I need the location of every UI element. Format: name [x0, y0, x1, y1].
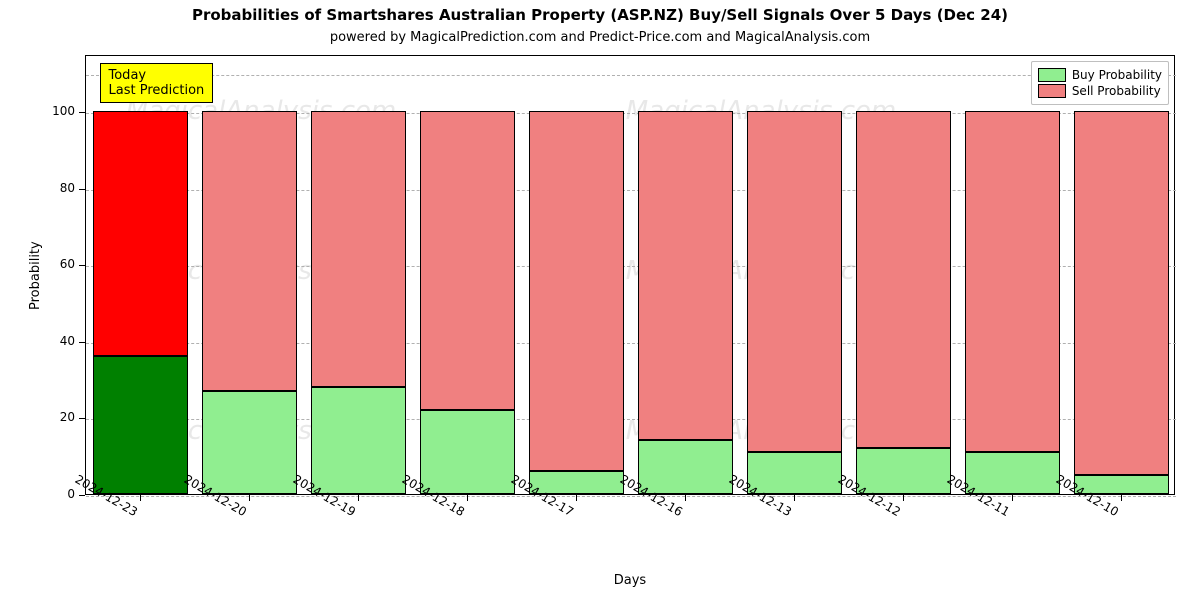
ytick-mark — [79, 189, 85, 190]
xtick-mark — [358, 495, 359, 501]
bar-group — [202, 54, 298, 494]
annotation-today: TodayLast Prediction — [100, 63, 214, 103]
grid-line — [86, 496, 1176, 497]
xtick-mark — [1012, 495, 1013, 501]
bar-sell — [311, 111, 407, 386]
bar-buy — [420, 410, 516, 494]
chart-title: Probabilities of Smartshares Australian … — [0, 6, 1200, 24]
annotation-line: Last Prediction — [109, 83, 205, 98]
bar-group — [638, 54, 734, 494]
bar-group — [420, 54, 516, 494]
xtick-mark — [576, 495, 577, 501]
legend-item: Buy Probability — [1038, 68, 1162, 82]
ytick-mark — [79, 112, 85, 113]
ytick-mark — [79, 495, 85, 496]
chart-subtitle: powered by MagicalPrediction.com and Pre… — [0, 30, 1200, 45]
bar-group — [856, 54, 952, 494]
legend-item: Sell Probability — [1038, 84, 1162, 98]
xtick-mark — [685, 495, 686, 501]
x-axis-label: Days — [85, 573, 1175, 588]
xtick-mark — [140, 495, 141, 501]
annotation-line: Today — [109, 68, 205, 83]
bar-group — [1074, 54, 1170, 494]
bar-sell — [93, 111, 189, 356]
bar-group — [529, 54, 625, 494]
legend-label: Buy Probability — [1072, 68, 1162, 82]
bar-group — [747, 54, 843, 494]
legend: Buy Probability Sell Probability — [1031, 61, 1169, 105]
ytick-label: 40 — [35, 334, 75, 348]
ytick-label: 0 — [35, 487, 75, 501]
xtick-mark — [903, 495, 904, 501]
bar-sell — [965, 111, 1061, 452]
ytick-mark — [79, 418, 85, 419]
ytick-label: 100 — [35, 104, 75, 118]
xtick-mark — [1121, 495, 1122, 501]
xtick-mark — [467, 495, 468, 501]
bar-sell — [638, 111, 734, 440]
ytick-mark — [79, 342, 85, 343]
bar-sell — [420, 111, 516, 409]
xtick-mark — [249, 495, 250, 501]
legend-label: Sell Probability — [1072, 84, 1161, 98]
bar-sell — [1074, 111, 1170, 474]
bar-sell — [529, 111, 625, 471]
chart-container: Probabilities of Smartshares Australian … — [0, 0, 1200, 600]
ytick-label: 20 — [35, 410, 75, 424]
bar-group — [311, 54, 407, 494]
bar-sell — [202, 111, 298, 390]
y-axis-label: Probability — [28, 241, 43, 310]
bar-group — [93, 54, 189, 494]
bar-sell — [747, 111, 843, 452]
legend-swatch — [1038, 84, 1066, 98]
ytick-mark — [79, 265, 85, 266]
plot-area: MagicalAnalysis.comMagicalAnalysis.comMa… — [85, 55, 1175, 495]
bar-sell — [856, 111, 952, 448]
bar-group — [965, 54, 1061, 494]
ytick-label: 60 — [35, 257, 75, 271]
ytick-label: 80 — [35, 181, 75, 195]
legend-swatch — [1038, 68, 1066, 82]
xtick-mark — [794, 495, 795, 501]
